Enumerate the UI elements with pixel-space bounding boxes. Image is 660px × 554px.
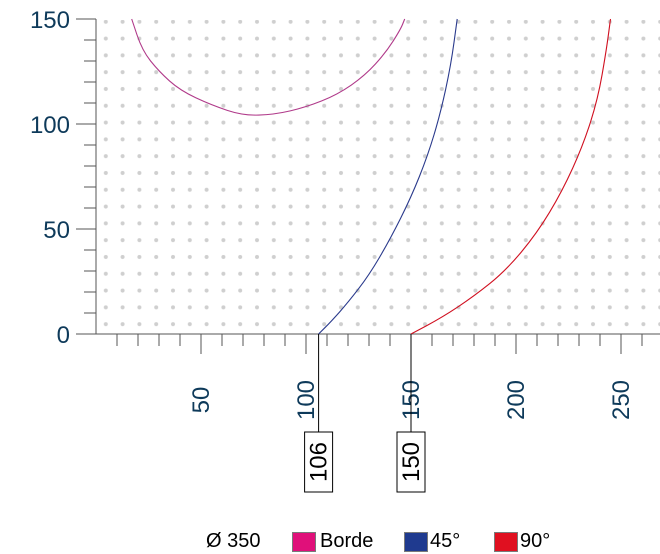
series-layer	[131, 18, 612, 335]
axes	[76, 18, 660, 354]
x-tick-label: 250	[608, 380, 635, 420]
x-tick-label: 100	[293, 380, 320, 420]
x-tick-label: 200	[503, 380, 530, 420]
legend-label-45: 45°	[430, 530, 461, 552]
y-tick-label: 150	[30, 7, 70, 34]
callout-label: 150	[398, 442, 425, 482]
y-tick-label: 0	[57, 322, 70, 349]
legend-label-borde: Borde	[320, 530, 374, 552]
series-line-0	[131, 18, 406, 116]
callout-box	[304, 431, 334, 493]
chart: 50 100 150 200 250 0 50 100 150 106 150	[30, 7, 660, 493]
legend-swatch-45	[404, 532, 428, 552]
x-tick-labels: 50 100 150 200 250	[188, 380, 635, 420]
legend-diameter-label: Ø 350	[206, 530, 261, 552]
legend-swatch-90	[494, 532, 518, 552]
legend-label-90: 90°	[520, 530, 551, 552]
y-tick-label: 50	[43, 217, 70, 244]
callout-box	[396, 431, 426, 493]
y-tick-labels: 0 50 100 150	[30, 7, 70, 349]
legend: Ø 350 Borde 45° 90°	[0, 528, 660, 554]
x-tick-label: 50	[188, 387, 215, 414]
callout-label: 106	[306, 442, 333, 482]
legend-swatch-borde	[292, 532, 316, 552]
y-tick-label: 100	[30, 112, 70, 139]
callouts: 106 150	[304, 334, 426, 493]
series-line-2	[410, 18, 612, 335]
series-line-1	[318, 18, 458, 335]
plot-area	[96, 20, 660, 334]
